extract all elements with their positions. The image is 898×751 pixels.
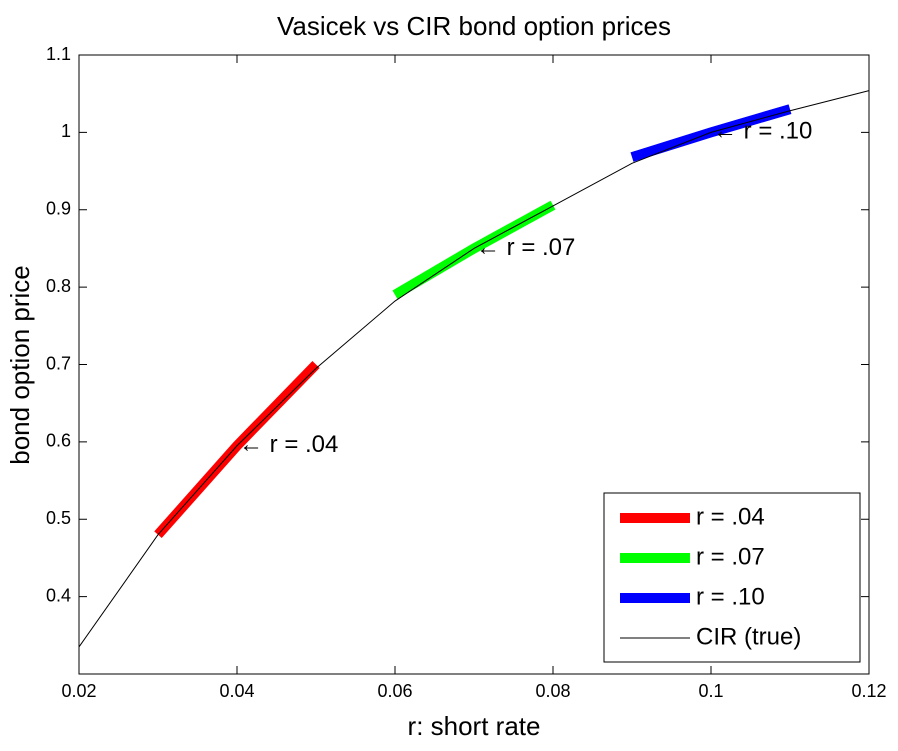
chart-title: Vasicek vs CIR bond option prices xyxy=(277,11,671,41)
x-tick-label: 0.1 xyxy=(698,681,723,701)
x-tick-label: 0.04 xyxy=(219,681,254,701)
legend-label: CIR (true) xyxy=(696,623,801,650)
y-tick-label: 0.5 xyxy=(46,508,71,528)
y-tick-label: 1 xyxy=(61,121,71,141)
x-tick-label: 0.12 xyxy=(851,681,886,701)
legend-label: r = .10 xyxy=(696,583,765,610)
y-tick-label: 0.8 xyxy=(46,276,71,296)
x-tick-label: 0.08 xyxy=(535,681,570,701)
legend-label: r = .07 xyxy=(696,543,765,570)
annotation: ← r = .04 xyxy=(239,431,338,458)
y-tick-label: 0.9 xyxy=(46,199,71,219)
x-tick-label: 0.06 xyxy=(377,681,412,701)
y-axis-label: bond option price xyxy=(5,265,35,464)
x-tick-label: 0.02 xyxy=(61,681,96,701)
annotation: ← r = .10 xyxy=(713,118,812,145)
y-tick-label: 1.1 xyxy=(46,44,71,64)
x-axis-label: r: short rate xyxy=(408,711,541,741)
y-tick-label: 0.6 xyxy=(46,431,71,451)
series-line xyxy=(78,90,870,648)
legend-label: r = .04 xyxy=(696,503,765,530)
annotation: ← r = .07 xyxy=(476,234,575,261)
y-tick-label: 0.4 xyxy=(46,585,71,605)
y-tick-label: 0.7 xyxy=(46,353,71,373)
